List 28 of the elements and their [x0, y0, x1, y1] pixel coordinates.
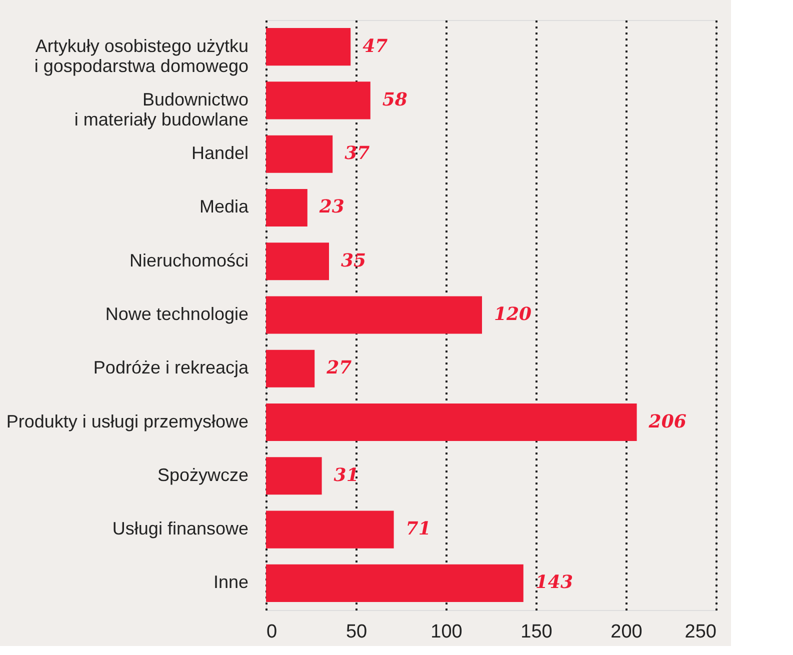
x-tick-label: 150 — [520, 622, 552, 642]
data-label: 71 — [406, 518, 431, 540]
y-tick-label: Media — [199, 196, 250, 217]
x-tick-label: 50 — [346, 622, 368, 642]
y-tick-label: Budownictwo i materiały budowlane — [74, 89, 248, 130]
data-label: 206 — [648, 411, 687, 432]
data-label: 143 — [535, 572, 573, 594]
data-label: 120 — [494, 304, 532, 325]
x-tick-label: 200 — [610, 622, 642, 642]
x-tick-label: 0 — [266, 622, 278, 642]
data-label: 27 — [326, 358, 352, 379]
y-tick-label: Nowe technologie — [105, 304, 248, 324]
data-label: 35 — [341, 250, 366, 272]
y-tick-label: Nieruchomości — [129, 250, 248, 270]
y-tick-label: Handel — [191, 143, 248, 164]
y-tick-label: Produkty i usługi przemysłowe — [6, 411, 248, 432]
y-tick-label: Inne — [213, 572, 248, 592]
y-tick-label: Usługi finansowe — [112, 518, 248, 539]
y-tick-label: Podróże i rekreacja — [93, 358, 250, 378]
data-label: 58 — [382, 89, 408, 110]
y-tick-label: Artykuły osobistego użytku i gospodarstwa domowego — [34, 36, 248, 76]
y-tick-label: Spożywcze — [157, 464, 248, 485]
x-tick-label: 250 — [684, 622, 716, 642]
x-tick-label: 100 — [430, 622, 462, 642]
data-label: 31 — [334, 464, 359, 486]
data-label: 47 — [362, 36, 388, 57]
data-label: 23 — [318, 196, 344, 218]
data-label: 37 — [344, 143, 370, 164]
